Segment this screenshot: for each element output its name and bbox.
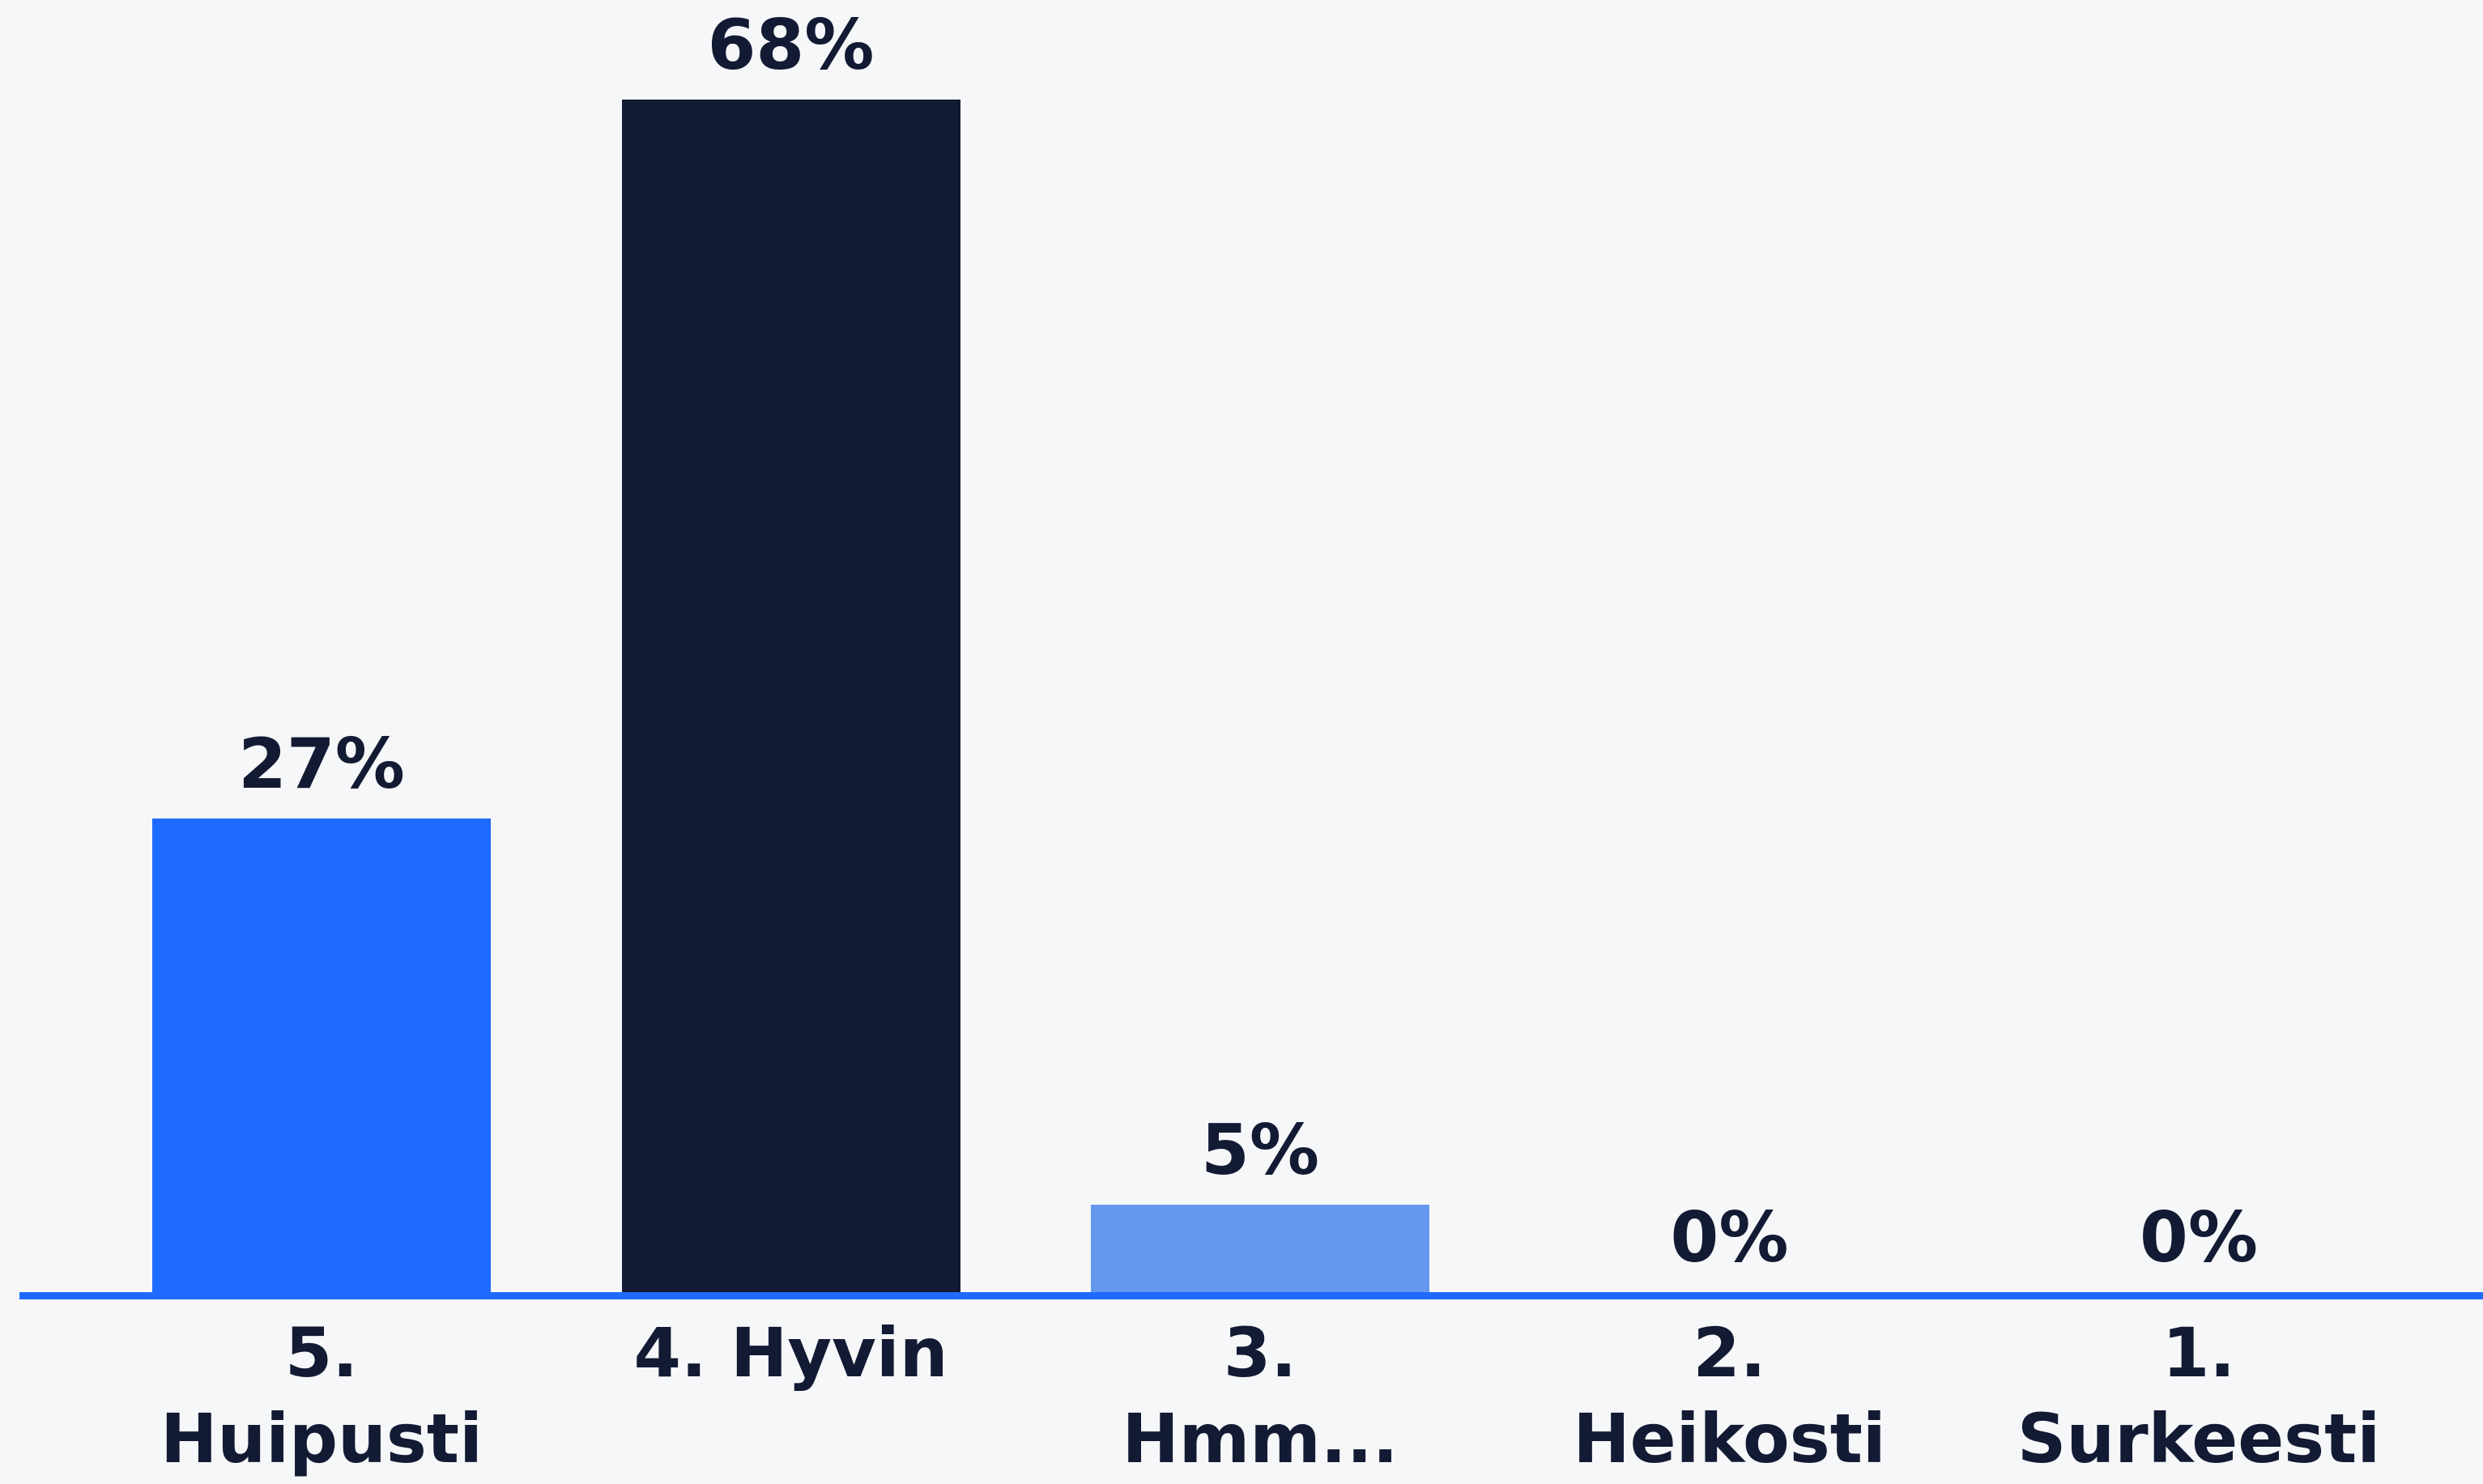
value-label: 68% <box>707 5 875 87</box>
value-label: 0% <box>2139 1197 2258 1278</box>
baseline <box>19 1292 2483 1299</box>
category-label: 4. Hyvin <box>633 1313 948 1393</box>
category-label: 2. Heikosti <box>1573 1313 1886 1478</box>
bar <box>621 100 960 1292</box>
value-label: 0% <box>1670 1197 1789 1278</box>
category-label: 1. Surkeesti <box>2017 1313 2381 1478</box>
category-label: 3. Hmm... <box>1122 1313 1399 1478</box>
category-label: 5. Huipusti <box>160 1313 483 1478</box>
bar <box>1091 1204 1429 1292</box>
value-label: 27% <box>238 724 405 806</box>
value-label: 5% <box>1200 1109 1319 1191</box>
bar <box>152 819 491 1292</box>
